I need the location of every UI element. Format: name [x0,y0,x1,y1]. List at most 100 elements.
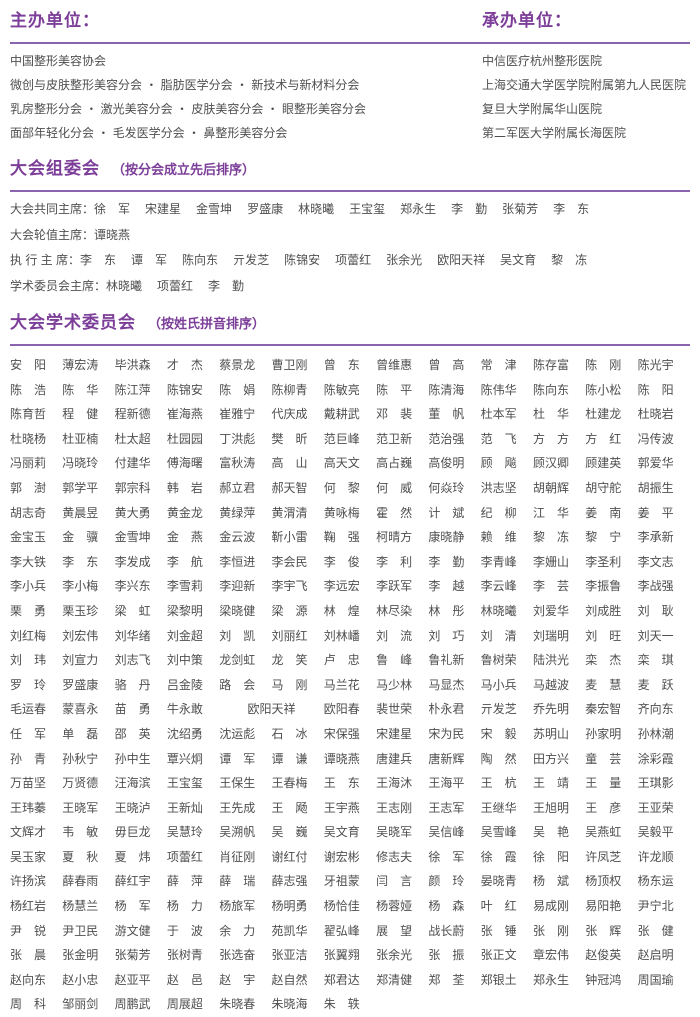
person-name: 易成刚 [532,899,569,914]
person-name: 杨东运 [637,874,674,889]
person-name: 刘 旺 [585,628,622,643]
person-name: 谭晓燕 [94,227,131,242]
person-name: 肖征刚 [219,849,256,864]
person-name: 丁洪彪 [219,431,256,446]
person-name: 刘丽红 [271,628,308,643]
person-name: 麦 跃 [637,677,674,692]
person-name: 宋 毅 [480,726,517,741]
person-name: 秦宏智 [585,702,622,717]
person-name: 苗 勇 [114,702,151,717]
person-name: 郑永生 [400,202,437,216]
person-name: 安 阳 [10,358,47,372]
person-name: 赵小忠 [62,972,99,987]
name-grid-row: 陈 浩陈 华陈江萍 陈锦安 陈 娟陈柳青 陈敏亮 陈 平陈清海 陈伟华 陈向东 陈小松陈 阳 [10,378,690,403]
person-name: 谭 军 [219,751,256,766]
person-name: 鲁礼新 [428,653,465,668]
person-name: 谭 谦 [271,751,308,766]
person-name: 金 骥 [62,530,99,545]
person-name: 张 健 [637,923,674,938]
person-name: 王旭明 [532,800,569,815]
academic-subtitle: （按姓氏拼音排序） [148,316,266,331]
person-name: 程新德 [114,407,151,422]
person-name: 张亚洁 [271,948,308,963]
person-name: 王玮蓁 [10,800,47,815]
person-name: 吴燕虹 [585,825,622,840]
organizers-list: 中信医疗杭州整形医院 上海交通大学医学院附属第九人民医院 复旦大学附属华山医院 第二军… [482,49,690,145]
person-name: 康晓静 [428,530,465,545]
person-name: 杜晓岩 [637,407,674,422]
person-name: 纪 柳 [480,505,517,520]
person-name: 金雪坤 [196,202,233,216]
name-grid-row: 文辉才韦 敏毋巨龙 吴慧玲 吴溯帆吴 巍吴文育 吴晓军 吴信峰 吴雪峰吴 艳 吴燕虹 吴毅平 [10,820,690,845]
person-name: 陈敏亮 [323,382,360,397]
person-name: 栗玉珍 [62,603,99,618]
person-name: 杜太超 [114,431,151,446]
person-name: 林尽染 [376,603,413,618]
person-name: 刘成胜 [585,603,622,618]
name-grid-row: 周 科邹丽剑 周鹏武 周展超 朱晓春 朱晓海朱 轶 [10,992,690,1017]
person-name: 刘宏伟 [62,628,99,643]
person-name: 黄咏梅 [323,505,360,520]
name-grid-row: 刘红梅 刘宏伟 刘华绪 刘金超 刘 凯刘丽红 刘林嶓 刘 流刘 巧刘 清刘瑞明 刘 旺刘天一 [10,624,690,649]
person-name: 黄绿萍 [219,505,256,520]
person-name: 孙 青 [10,751,47,766]
name-grid-row: 许扬滨 薛春雨 薛红宇薛 萍 薛 瑞薛志强 牙祖蒙 闫 言颜 玲晏晓青杨 斌 杨顶权 杨东运 [10,869,690,894]
person-name: 黄金龙 [166,505,203,520]
person-name: 王志刚 [376,800,413,815]
person-name: 马兰花 [323,677,360,692]
person-name: 杨蓉娅 [376,899,413,914]
person-name: 姜 平 [637,505,674,520]
person-name: 栾 琪 [637,653,674,668]
person-name: 孙秋宁 [62,751,99,766]
person-name: 陈存富 [532,358,569,372]
person-name: 陈 华 [62,382,99,397]
person-name: 黎 冻 [532,530,569,545]
person-name: 项蕾红 [166,849,203,864]
name-grid-row: 尹 锐尹卫民 游文健于 波 余 力苑凯华 翟弘峰 展 望战长蔚张 锤张 刚 张 辉张 健 [10,919,690,944]
person-name: 陈 浩 [10,382,47,397]
person-name: 张 刚 [532,923,569,938]
person-name: 路 会 [219,677,256,692]
person-name: 吴文育 [500,253,537,267]
person-name: 林 彤 [428,603,465,618]
person-name: 杨旅军 [219,899,256,914]
divider-committee [10,190,690,192]
committee-title: 大会组委会 [10,159,100,178]
person-name: 毋巨龙 [114,825,151,840]
person-name: 吴雪峰 [480,825,517,840]
person-name: 高 山 [271,456,308,471]
person-name: 鲁树荣 [480,653,517,668]
person-name: 李 勤 [208,278,245,293]
person-name: 顾汉卿 [532,456,569,471]
role-line-academic-chairs: 学术委员会主席： 林晓曦 项蕾红李 勤 [10,274,690,300]
person-name: 陈小松 [585,382,622,397]
person-name: 卢 忠 [323,653,360,668]
person-name: 计 斌 [428,505,465,520]
organizer-org-item: 第二军医大学附属长海医院 [482,126,627,140]
person-name: 才 杰 [166,358,203,372]
person-name: 张菊芳 [502,202,539,216]
person-name: 蒙喜永 [62,702,99,717]
person-name: 李 芸 [532,579,569,594]
person-name: 范巨峰 [323,431,360,446]
person-name: 曾 高 [428,358,465,372]
person-name: 徐 阳 [532,849,569,864]
person-name: 宋保强 [323,726,360,741]
person-name: 胡振生 [637,480,674,495]
person-name: 夏 秋 [62,849,99,864]
person-name: 黎 冻 [551,253,588,267]
person-name: 郭爱华 [637,456,674,471]
hosts-title: 主办单位： [10,11,100,30]
person-name: 杨 军 [114,899,151,914]
person-name: 崔海燕 [166,407,203,422]
name-grid-row: 罗 玲罗盛康骆 丹吕金陵 路 会马 刚马兰花 马少林 马显杰 马小兵 马越波 麦 慧麦 跃 [10,673,690,698]
person-name: 林晓曦 [106,278,143,293]
person-name: 吴信峰 [428,825,465,840]
person-name: 王 东 [323,776,360,791]
person-name: 李云峰 [480,579,517,594]
person-name: 张树青 [166,948,203,963]
person-name: 何 黎 [323,480,360,495]
person-name: 富秋涛 [219,456,256,471]
person-name: 刘天一 [637,628,674,643]
person-name: 刘华绪 [114,628,151,643]
